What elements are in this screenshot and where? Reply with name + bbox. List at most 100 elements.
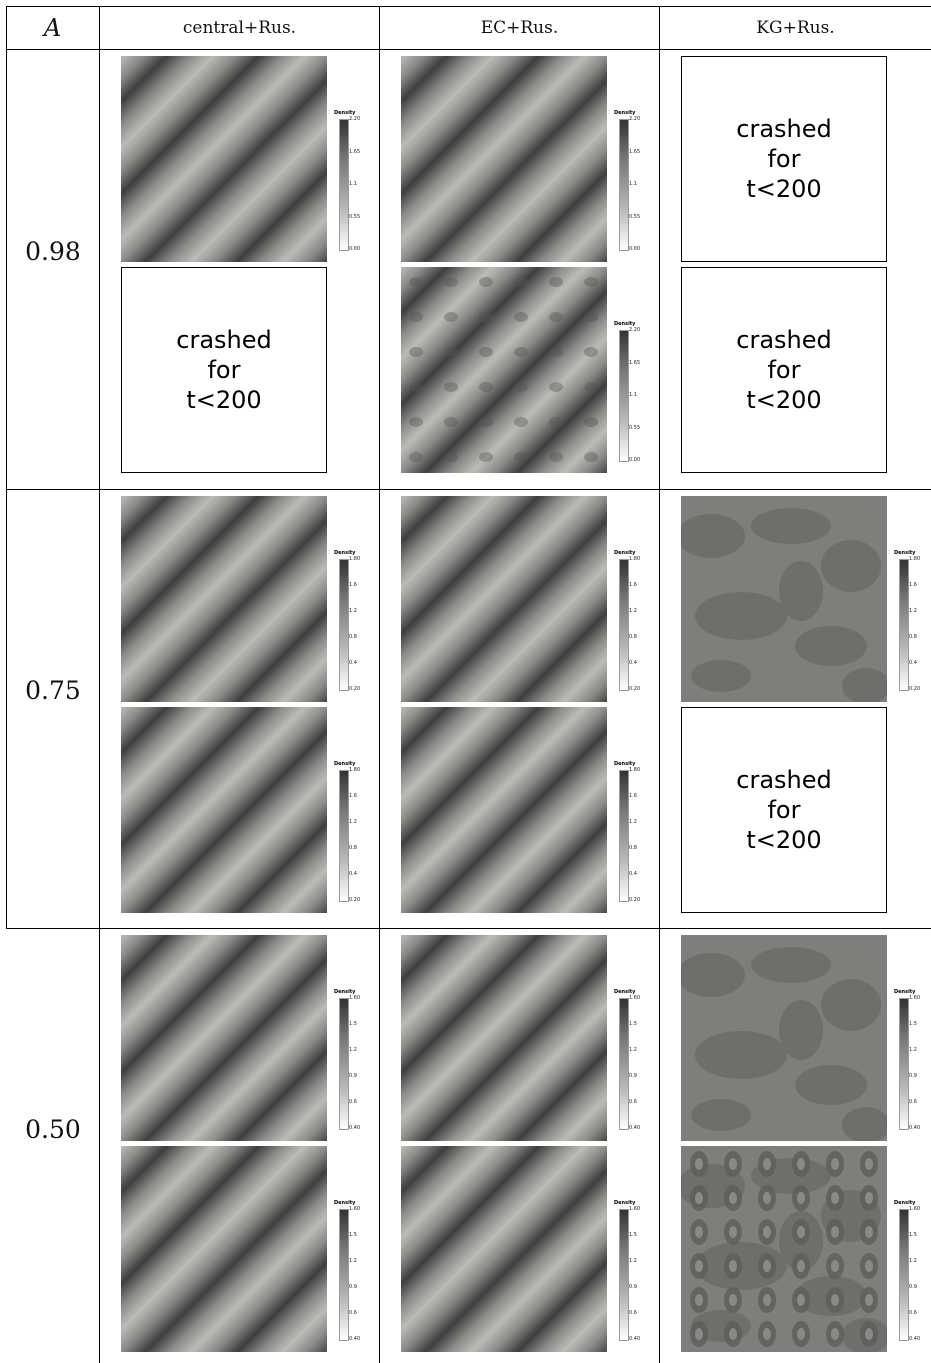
colorbar-title: Density: [334, 989, 356, 995]
colorbar-tick: 1.5: [909, 1232, 917, 1238]
colorbar-title: Density: [894, 1200, 916, 1206]
colorbar-tick: 0.4: [629, 871, 637, 877]
colorbar-tick: 1.60: [349, 1206, 361, 1212]
colorbar-tick: 1.2: [909, 608, 917, 614]
density-colorbar: Density 1.60 1.5 1.2 0.9 0.6 0.40: [894, 989, 931, 1139]
colorbar-tick: 0.9: [909, 1073, 917, 1079]
density-plot: [401, 1146, 607, 1352]
row-label: 0.50: [25, 1115, 81, 1144]
colorbar-title: Density: [334, 1200, 356, 1206]
colorbar-tick: 1.2: [349, 1258, 357, 1264]
colorbar-tick: 0.00: [629, 246, 641, 252]
density-plot: [121, 707, 327, 913]
rule-row2: [6, 928, 931, 929]
colorbar-tick: 0.40: [909, 1336, 921, 1342]
colorbar-tick: 1.5: [349, 1232, 357, 1238]
colorbar-title: Density: [614, 550, 636, 556]
colorbar-tick: 0.20: [909, 686, 921, 692]
colorbar-tick: 1.80: [629, 556, 641, 562]
colorbar-tick: 0.9: [909, 1284, 917, 1290]
colorbar-tick: 0.9: [629, 1073, 637, 1079]
colorbar-tick: 1.1: [629, 392, 637, 398]
rule-col2: [379, 6, 380, 1363]
colorbar-tick: 1.5: [629, 1021, 637, 1027]
colorbar-tick: 0.9: [349, 1284, 357, 1290]
rule-row1: [6, 489, 931, 490]
colorbar-tick: 0.55: [629, 213, 641, 220]
density-plot: [677, 1146, 890, 1354]
colorbar-tick: 0.20: [629, 686, 641, 692]
density-plot: [401, 707, 607, 913]
colorbar-tick: 0.40: [349, 1125, 361, 1131]
colorbar-tick: 0.9: [629, 1284, 637, 1290]
colorbar-tick: 0.4: [349, 660, 357, 666]
colorbar-title: Density: [334, 761, 356, 767]
colorbar-tick: 1.65: [629, 359, 641, 366]
density-plot: [401, 267, 607, 473]
header-a: A: [43, 13, 62, 42]
density-colorbar: Density 1.60 1.5 1.2 0.9 0.6 0.40: [894, 1200, 931, 1350]
crashed-box: crashed for t<200: [121, 267, 327, 473]
row-label: 0.75: [25, 676, 81, 705]
colorbar-tick: 0.40: [349, 1336, 361, 1342]
density-colorbar: Density 1.60 1.5 1.2 0.9 0.6 0.40: [334, 989, 386, 1139]
colorbar-tick: 0.6: [909, 1310, 917, 1316]
header-ec: EC+Rus.: [480, 17, 559, 38]
colorbar-tick: 1.80: [629, 767, 641, 773]
colorbar-tick: 1.2: [349, 819, 357, 825]
colorbar-tick: 1.60: [629, 1206, 641, 1212]
colorbar-tick: 1.5: [629, 1232, 637, 1238]
colorbar-title: Density: [894, 989, 916, 995]
density-colorbar: Density 1.80 1.6 1.2 0.8 0.4 0.20: [334, 761, 386, 911]
colorbar-tick: 1.65: [349, 148, 361, 155]
header-central: central+Rus.: [182, 17, 297, 38]
colorbar-tick: 0.00: [349, 246, 361, 252]
colorbar-tick: 1.2: [349, 608, 357, 614]
colorbar-tick: 1.2: [909, 1258, 917, 1264]
density-colorbar: Density 2.20 1.65 1.1 0.55 0.00: [614, 110, 666, 260]
colorbar-tick: 0.40: [909, 1125, 921, 1131]
colorbar-tick: 0.55: [349, 213, 361, 220]
crashed-box: crashed for t<200: [681, 267, 887, 473]
density-plot: [677, 935, 890, 1143]
colorbar-tick: 0.6: [349, 1099, 357, 1105]
density-colorbar: Density 1.80 1.6 1.2 0.8 0.4 0.20: [614, 761, 666, 911]
density-colorbar: Density 1.60 1.5 1.2 0.9 0.6 0.40: [614, 989, 666, 1139]
density-colorbar: Density 1.60 1.5 1.2 0.9 0.6 0.40: [614, 1200, 666, 1350]
colorbar-tick: 0.8: [349, 845, 357, 851]
colorbar-tick: 0.4: [629, 660, 637, 666]
colorbar-tick: 0.8: [349, 634, 357, 640]
colorbar-tick: 1.2: [349, 1047, 357, 1053]
density-colorbar: Density 2.20 1.65 1.1 0.55 0.00: [614, 321, 666, 471]
density-colorbar: Density 2.20 1.65 1.1 0.55 0.00: [334, 110, 386, 260]
density-colorbar: Density 1.80 1.6 1.2 0.8 0.4 0.20: [334, 550, 386, 700]
colorbar-tick: 1.2: [629, 608, 637, 614]
colorbar-tick: 1.2: [629, 1047, 637, 1053]
colorbar-title: Density: [614, 989, 636, 995]
rule-header: [6, 49, 931, 50]
rule-left: [6, 6, 7, 928]
colorbar-title: Density: [614, 321, 636, 327]
density-colorbar: Density 1.60 1.5 1.2 0.9 0.6 0.40: [334, 1200, 386, 1350]
colorbar-tick: 1.80: [349, 767, 361, 773]
colorbar-tick: 2.20: [629, 327, 641, 333]
colorbar-tick: 2.20: [629, 116, 641, 122]
colorbar-title: Density: [614, 761, 636, 767]
colorbar-tick: 1.2: [909, 1047, 917, 1053]
density-plot: [677, 496, 890, 704]
colorbar-tick: 1.80: [909, 556, 921, 562]
density-plot: [401, 496, 607, 702]
colorbar-tick: 1.6: [349, 582, 357, 588]
colorbar-tick: 0.9: [349, 1073, 357, 1079]
colorbar-tick: 1.60: [629, 995, 641, 1001]
colorbar-tick: 0.8: [909, 634, 917, 640]
density-plot: [401, 935, 607, 1141]
colorbar-tick: 0.40: [629, 1125, 641, 1131]
density-plot: [401, 56, 607, 262]
colorbar-tick: 0.40: [629, 1336, 641, 1342]
colorbar-tick: 1.5: [909, 1021, 917, 1027]
crashed-box: crashed for t<200: [681, 707, 887, 913]
density-colorbar: Density 1.80 1.6 1.2 0.8 0.4 0.20: [894, 550, 931, 700]
colorbar-tick: 1.80: [349, 556, 361, 562]
colorbar-tick: 2.20: [349, 116, 361, 122]
